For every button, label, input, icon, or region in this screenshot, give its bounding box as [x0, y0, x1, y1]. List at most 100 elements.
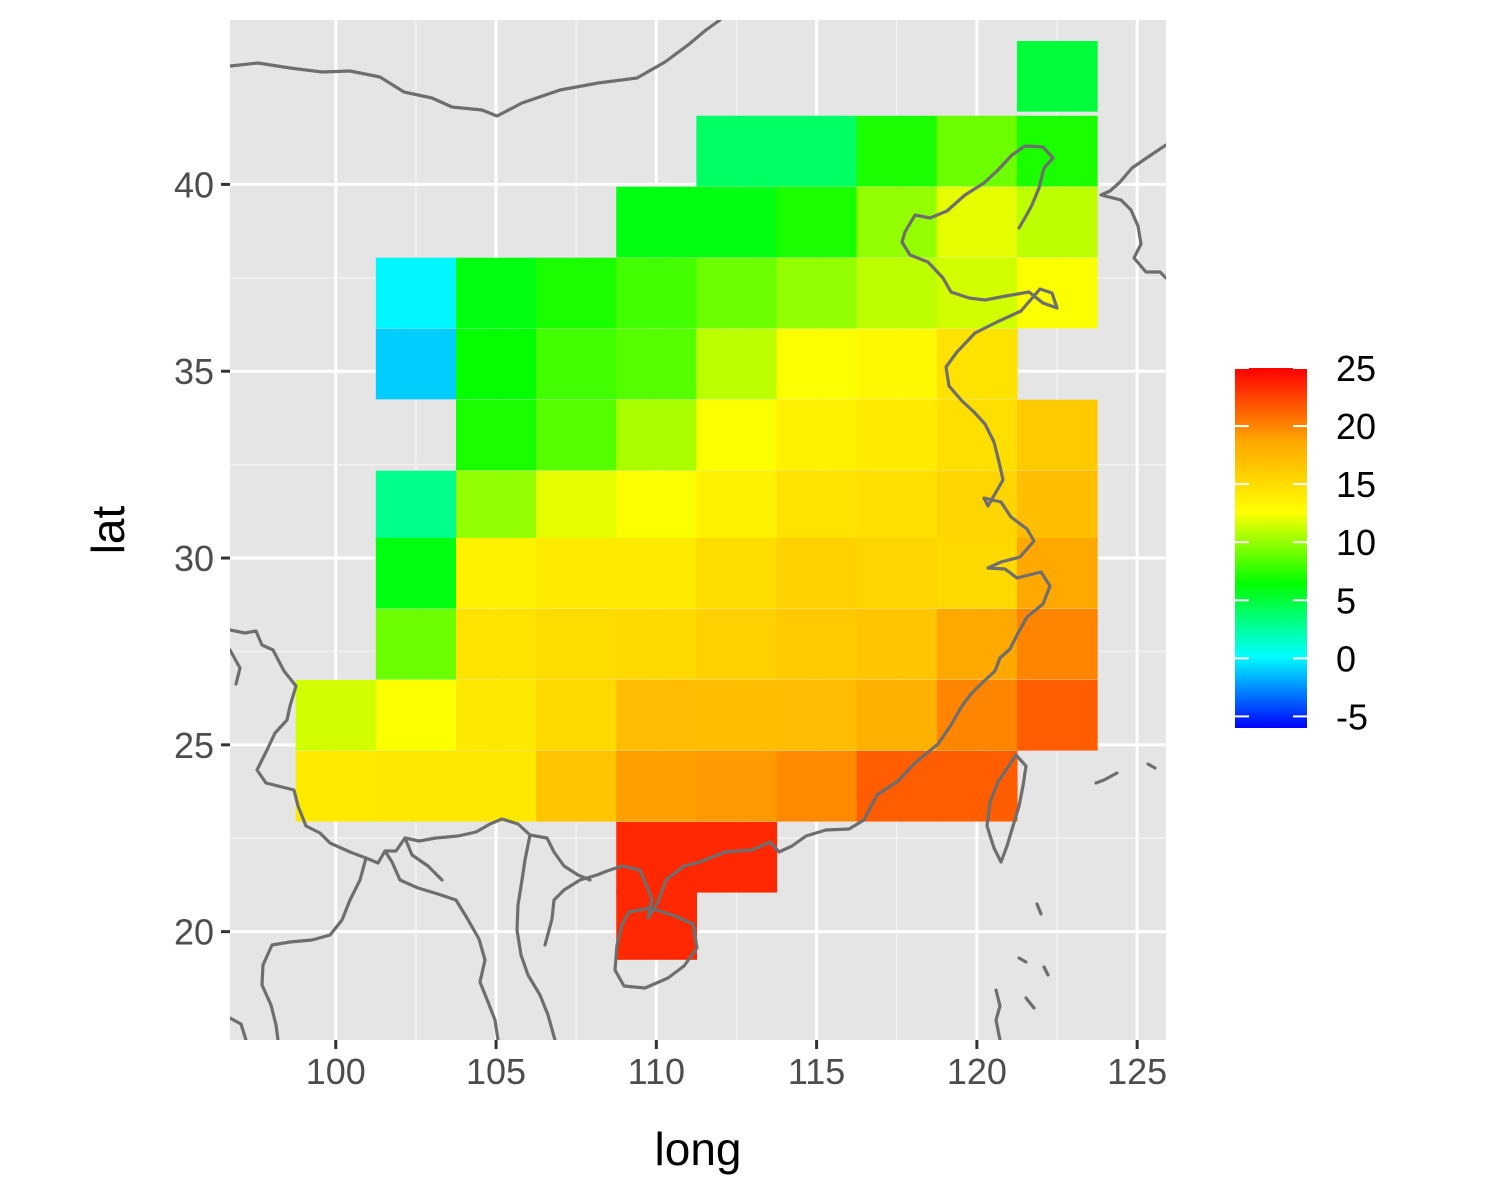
heatmap-cell: [536, 258, 617, 329]
heatmap-cell: [376, 680, 457, 751]
x-tick-label: 120: [947, 1051, 1007, 1092]
x-tick-label: 115: [788, 1051, 845, 1092]
heatmap-cell: [456, 329, 537, 400]
heatmap-cell: [616, 187, 697, 258]
heatmap-cell: [777, 471, 858, 542]
heatmap-cell: [857, 680, 938, 751]
legend-label: 25: [1336, 348, 1376, 389]
heatmap-cell: [857, 258, 938, 329]
heatmap-cell: [456, 400, 537, 471]
heatmap-cell: [937, 751, 1018, 822]
heatmap-cell: [376, 751, 457, 822]
x-tick-label: 100: [306, 1051, 366, 1092]
heatmap-cell: [616, 609, 697, 680]
heatmap-cell: [536, 609, 617, 680]
heatmap-cell: [536, 329, 617, 400]
heatmap-cell: [616, 680, 697, 751]
heatmap-cell: [616, 400, 697, 471]
heatmap-cell: [696, 258, 777, 329]
heatmap-cell: [696, 680, 777, 751]
heatmap-cell: [536, 538, 617, 609]
x-tick-label: 110: [628, 1051, 685, 1092]
heatmap-cell: [296, 680, 377, 751]
heatmap-cell: [616, 822, 697, 893]
y-tick-label: 20: [174, 912, 214, 953]
heatmap-cell: [1017, 187, 1098, 258]
heatmap-cell: [937, 538, 1018, 609]
heatmap-cell: [857, 116, 938, 187]
heatmap-cell: [696, 187, 777, 258]
legend: 25 20 15 10 5 0 -5: [1235, 348, 1376, 737]
legend-label: 10: [1336, 522, 1376, 563]
heatmap-cell: [616, 329, 697, 400]
heatmap-cell: [937, 116, 1018, 187]
heatmap-cell: [536, 751, 617, 822]
heatmap-cell: [296, 751, 377, 822]
heatmap-cell: [456, 609, 537, 680]
heatmap-cell: [456, 680, 537, 751]
heatmap-cell: [456, 471, 537, 542]
legend-label: 20: [1336, 406, 1376, 447]
heatmap-cell: [616, 258, 697, 329]
heatmap-cell: [536, 680, 617, 751]
heatmap-cell: [937, 187, 1018, 258]
heatmap-cell: [777, 258, 858, 329]
y-tick-label: 25: [174, 725, 214, 766]
heatmap-cell: [616, 538, 697, 609]
heatmap-cell: [937, 680, 1018, 751]
heatmap-cell: [857, 400, 938, 471]
heatmap-cell: [456, 258, 537, 329]
heatmap-cell: [857, 329, 938, 400]
heatmap-cell: [937, 609, 1018, 680]
heatmap-cell: [456, 751, 537, 822]
heatmap-cell: [376, 471, 457, 542]
heatmap-cell: [1017, 609, 1098, 680]
heatmap-cell: [777, 400, 858, 471]
heatmap-cell: [857, 609, 938, 680]
heatmap-cell: [696, 751, 777, 822]
heatmap-cell: [616, 889, 697, 960]
x-tick-label: 105: [466, 1051, 526, 1092]
heatmap-cell: [857, 471, 938, 542]
y-tick-label: 30: [174, 538, 214, 579]
heatmap-cell: [696, 400, 777, 471]
heatmap-cell: [777, 538, 858, 609]
heatmap-cell: [536, 400, 617, 471]
heatmap-cell: [376, 258, 457, 329]
heatmap-cell: [777, 329, 858, 400]
y-tick-label: 40: [174, 164, 214, 205]
heatmap-cell: [1017, 41, 1098, 112]
heatmap-cell: [777, 751, 858, 822]
heatmap-cell: [937, 400, 1018, 471]
heatmap-cell: [696, 116, 777, 187]
colorbar: [1235, 368, 1307, 728]
heatmap-cell: [696, 538, 777, 609]
heatmap-cell: [376, 538, 457, 609]
heatmap-cell: [536, 471, 617, 542]
heatmap-cell: [857, 187, 938, 258]
heatmap-cell: [376, 609, 457, 680]
x-axis-title: long: [655, 1123, 742, 1175]
x-tick-label: 125: [1107, 1051, 1167, 1092]
heatmap-cell: [696, 329, 777, 400]
heatmap-cell: [616, 751, 697, 822]
heatmap-cell: [1017, 116, 1098, 187]
heatmap-cell: [376, 329, 457, 400]
y-tick-label: 35: [174, 351, 214, 392]
heatmap-cell: [777, 116, 858, 187]
y-axis-title: lat: [82, 505, 134, 554]
heatmap-cell: [777, 680, 858, 751]
legend-label: 0: [1336, 638, 1356, 679]
heatmap-cell: [1017, 680, 1098, 751]
heatmap-cell: [696, 609, 777, 680]
legend-label: 5: [1336, 580, 1356, 621]
heatmap-cell: [1017, 400, 1098, 471]
heatmap-cell: [696, 471, 777, 542]
legend-label: -5: [1336, 696, 1368, 737]
heatmap-cell: [857, 538, 938, 609]
heatmap-cell: [777, 609, 858, 680]
heatmap-cell: [616, 471, 697, 542]
heatmap-cell: [777, 187, 858, 258]
heatmap-cell: [456, 538, 537, 609]
